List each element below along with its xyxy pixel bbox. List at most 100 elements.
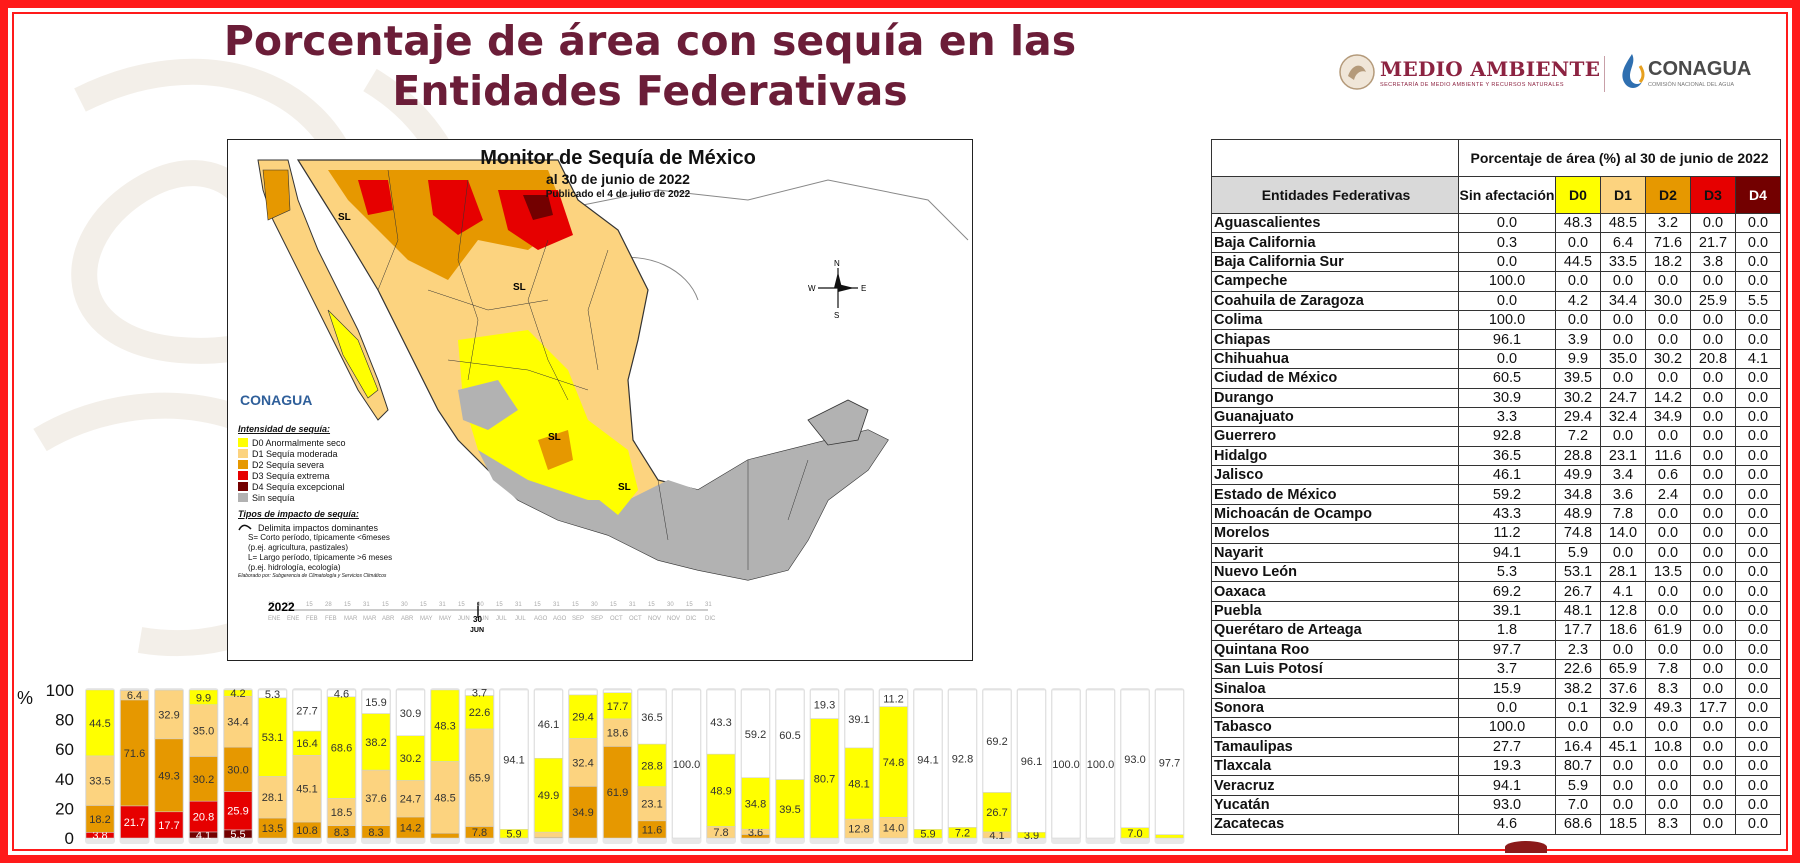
value-cell: 30.9 [1458,387,1556,408]
legend-item: D4 Sequía excepcional [238,481,438,492]
value-cell: 0.0 [1690,600,1736,622]
bar-data-label: 7.8 [713,827,728,839]
map-published: Publicado el 4 de julio de 2022 [545,189,691,200]
table-row: Puebla 39.1 48.1 12.8 0.0 0.0 0.0 [1211,600,1781,622]
value-cell: 0.0 [1735,658,1781,680]
legend-item: D0 Anormalmente seco [238,437,438,448]
legend-item: D2 Sequía severa [238,459,438,470]
bar-segment [534,689,563,759]
value-cell: 68.6 [1555,814,1601,835]
value-cell: 7.8 [1645,658,1691,680]
value-cell: 17.7 [1555,620,1601,641]
bar-data-label: 94.1 [503,755,524,767]
bar-data-label: 48.3 [434,721,455,733]
value-cell: 0.0 [1645,523,1691,544]
timeline-day: 31 [439,602,446,608]
table-header-top: Porcentaje de área (%) al 30 de junio de… [1211,139,1781,177]
value-cell: 25.9 [1690,290,1736,311]
value-cell: 0.0 [1735,251,1781,273]
impact-l: L= Largo período, típicamente >6 meses [248,553,393,562]
bar-data-label: 22.6 [469,707,490,719]
table-row: Morelos 11.2 74.8 14.0 0.0 0.0 0.0 [1211,523,1781,544]
entity-name-cell: Sinaloa [1211,678,1459,699]
value-cell: 0.0 [1735,736,1781,757]
bar-segment [465,728,494,827]
timeline-day: 15 [420,602,427,608]
bar-data-label: 39.5 [779,804,800,816]
col-d0: D0 [1555,176,1601,214]
bar-segment [189,689,218,705]
value-cell: 3.2 [1645,212,1691,234]
entity-name-cell: Puebla [1211,600,1459,622]
table-row: Ciudad de México 60.5 39.5 0.0 0.0 0.0 0.0 [1211,368,1781,389]
table-row: Zacatecas 4.6 68.6 18.5 8.3 0.0 0.0 [1211,814,1781,835]
value-cell: 0.0 [1735,465,1781,486]
value-cell: 39.5 [1555,368,1601,389]
value-cell: 0.0 [1645,794,1691,816]
value-cell: 16.4 [1555,736,1601,757]
entity-name-cell: Morelos [1211,523,1459,544]
value-cell: 5.9 [1555,542,1601,564]
bar-data-label: 28.8 [641,760,662,772]
bar-segment [810,689,839,719]
value-cell: 0.0 [1735,426,1781,447]
bar-segment [603,689,632,693]
entity-name-cell: Baja California [1211,232,1459,253]
legend-label: D1 Sequía moderada [252,448,338,459]
bar-segment [361,689,391,714]
bar-data-label: 49.3 [158,770,179,782]
legend-label: D0 Anormalmente seco [252,437,346,448]
value-cell: 17.7 [1690,697,1736,719]
legend-label: D4 Sequía excepcional [252,481,345,492]
bar-data-label: 3.9 [1024,830,1039,842]
map-subtitle: al 30 de junio de 2022 [546,171,690,187]
value-cell: 0.0 [1690,794,1736,816]
value-cell: 0.0 [1735,232,1781,253]
region-label-sl: SL [338,212,351,223]
value-cell: 0.0 [1690,309,1736,331]
bar-segment [844,689,874,749]
bar-data-label: 33.5 [89,776,110,788]
timeline-month-label: ABR [401,616,414,622]
value-cell: 80.7 [1555,755,1601,777]
bar-data-label: 4.1 [989,830,1004,842]
table-row: Aguascalientes 0.0 48.3 48.5 3.2 0.0 0.0 [1211,212,1781,234]
timeline-month-label: ABR [382,616,395,622]
value-cell: 74.8 [1555,523,1601,544]
value-cell: 43.3 [1458,503,1556,525]
value-cell: 48.9 [1555,503,1601,525]
value-cell: 19.3 [1458,755,1556,777]
bar-data-label: 97.7 [1159,757,1180,769]
value-cell: 53.1 [1555,562,1601,583]
bar-segment [1120,689,1150,828]
eagle-seal-icon [1339,54,1375,90]
timeline-day: 15 [306,602,313,608]
value-cell: 0.0 [1600,794,1646,816]
impact-title: Tipos de impacto de sequía: [238,509,359,519]
value-cell: 0.0 [1690,658,1736,680]
inner-frame [12,12,1788,851]
bar-segment [154,689,184,740]
value-cell: 0.0 [1645,503,1691,525]
value-cell: 24.7 [1600,387,1646,408]
bar-data-label: 68.6 [331,743,352,755]
bar-segment [154,738,184,813]
impact-l2: (p.ej. hidrología, ecología) [248,563,341,572]
legend-swatch [238,460,248,469]
value-cell: 2.3 [1555,639,1601,660]
bar-data-label: 32.4 [572,757,593,769]
medio-ambiente-subtext: SECRETARÍA DE MEDIO AMBIENTE Y RECURSOS … [1380,82,1564,88]
timeline-month-label: NOV [667,616,680,622]
timeline-month-label: DIC [705,616,716,622]
timeline-month-label: OCT [629,616,642,622]
bar-data-label: 20.8 [193,812,214,824]
bar-segment [603,692,632,720]
value-cell: 0.0 [1735,794,1781,816]
legend-item: Sin sequía [238,492,438,503]
value-cell: 0.0 [1690,542,1736,564]
value-cell: 49.3 [1645,697,1691,719]
value-cell: 0.0 [1735,814,1781,835]
bar-data-label: 36.5 [641,712,662,724]
value-cell: 0.6 [1645,465,1691,486]
bar-segment [223,791,253,831]
